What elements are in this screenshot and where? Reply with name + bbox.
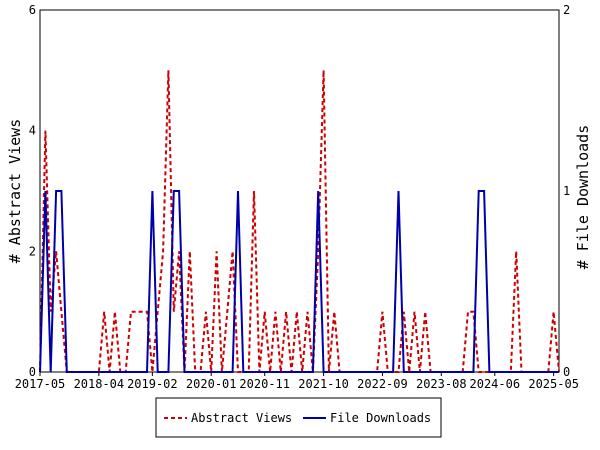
x-tick-label: 2020-01 [186, 377, 237, 391]
y-tick-label: 6 [29, 3, 36, 17]
series-line-abstract-views [39, 70, 560, 373]
series-line-file-downloads [39, 190, 559, 373]
legend-label-file-downloads: File Downloads [330, 411, 431, 425]
x-tick-label: 2023-08 [416, 377, 467, 391]
legend-label-abstract-views: Abstract Views [191, 411, 292, 425]
x-tick-label: 2025-05 [528, 377, 579, 391]
x-tick-label: 2022-09 [357, 377, 408, 391]
series-layer [39, 70, 560, 373]
y-tick-label: 0 [29, 365, 36, 379]
x-tick-label: 2017-05 [15, 377, 66, 391]
y2-tick-label: 0 [563, 365, 570, 379]
y2-tick-label: 2 [563, 3, 570, 17]
x-tick-label: 2018-04 [74, 377, 125, 391]
y2-tick-label: 1 [563, 184, 570, 198]
legend: Abstract Views File Downloads [155, 397, 442, 438]
x-tick-label: 2024-06 [470, 377, 521, 391]
x-tick-label: 2020-11 [239, 377, 290, 391]
x-tick-label: 2019-02 [127, 377, 178, 391]
y2-axis-title: # File Downloads [574, 125, 592, 270]
y-axis-title: # Abstract Views [6, 119, 24, 264]
y-tick-label: 4 [29, 124, 36, 138]
tick-layer: 0 2 4 6 0 1 2 2017-05 2018-04 2019-02 2020-01 2020-… [15, 3, 579, 391]
x-tick-label: 2021-10 [298, 377, 349, 391]
y-tick-label: 2 [29, 244, 36, 258]
legend-box [155, 397, 442, 438]
